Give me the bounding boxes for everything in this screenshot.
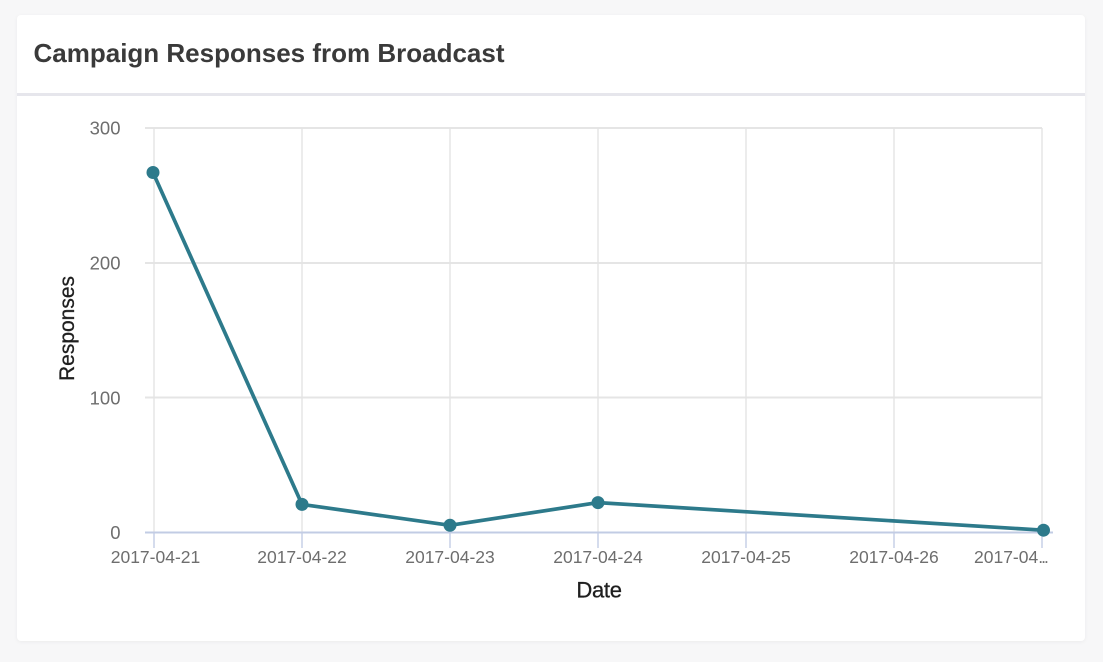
- svg-text:300: 300: [90, 118, 121, 139]
- svg-text:2017-04-21: 2017-04-21: [111, 547, 201, 567]
- svg-text:100: 100: [90, 387, 121, 408]
- svg-text:0: 0: [110, 522, 120, 543]
- svg-text:2017-04-25: 2017-04-25: [701, 547, 791, 567]
- svg-text:2017-04...: 2017-04...: [974, 547, 1048, 567]
- svg-text:2017-04-26: 2017-04-26: [849, 547, 939, 567]
- svg-text:Responses: Responses: [56, 276, 79, 381]
- svg-text:2017-04-22: 2017-04-22: [257, 547, 347, 567]
- svg-text:2017-04-23: 2017-04-23: [405, 547, 495, 567]
- svg-text:200: 200: [90, 252, 121, 273]
- svg-text:2017-04-24: 2017-04-24: [553, 547, 643, 567]
- svg-text:Date: Date: [576, 578, 621, 603]
